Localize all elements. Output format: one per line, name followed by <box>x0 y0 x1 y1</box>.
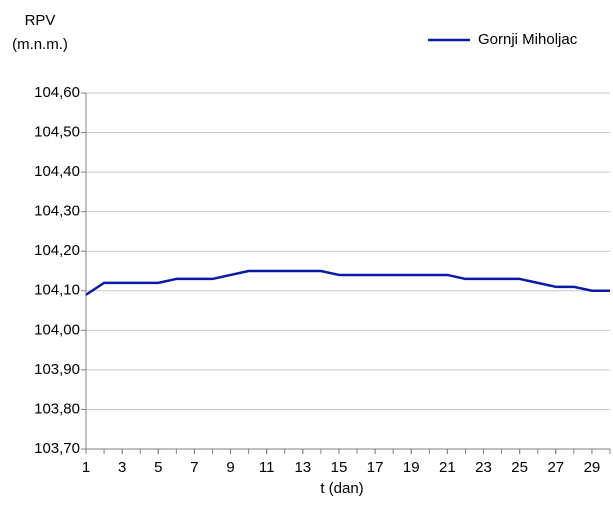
x-tick-label: 23 <box>475 459 492 476</box>
y-tick-label: 104,60 <box>34 84 80 101</box>
legend-label: Gornji Miholjac <box>478 31 578 48</box>
y-tick-label: 104,10 <box>34 282 80 299</box>
x-tick-label: 15 <box>331 459 348 476</box>
y-tick-label: 103,80 <box>34 400 80 417</box>
y-tick-label: 104,20 <box>34 242 80 259</box>
x-tick-label: 21 <box>439 459 456 476</box>
x-tick-label: 13 <box>294 459 311 476</box>
y-tick-label: 104,50 <box>34 124 80 141</box>
y-axis-label: (m.n.m.) <box>12 36 68 53</box>
y-tick-label: 104,40 <box>34 163 80 180</box>
y-tick-label: 104,00 <box>34 321 80 338</box>
x-axis-label: t (dan) <box>320 480 363 497</box>
x-tick-label: 19 <box>403 459 420 476</box>
y-tick-label: 103,90 <box>34 361 80 378</box>
y-tick-label: 103,70 <box>34 440 80 457</box>
x-tick-label: 5 <box>154 459 162 476</box>
x-tick-label: 9 <box>226 459 234 476</box>
x-tick-label: 25 <box>511 459 528 476</box>
x-tick-label: 7 <box>190 459 198 476</box>
x-tick-label: 3 <box>118 459 126 476</box>
x-tick-label: 29 <box>584 459 601 476</box>
x-tick-label: 27 <box>547 459 564 476</box>
line <box>85 269 610 296</box>
y-tick-label: 104,30 <box>34 203 80 220</box>
x-tick-label: 1 <box>82 459 90 476</box>
x-tick-label: 17 <box>367 459 384 476</box>
x-tick-label: 11 <box>259 459 275 476</box>
y-axis-label: RPV <box>25 12 56 29</box>
